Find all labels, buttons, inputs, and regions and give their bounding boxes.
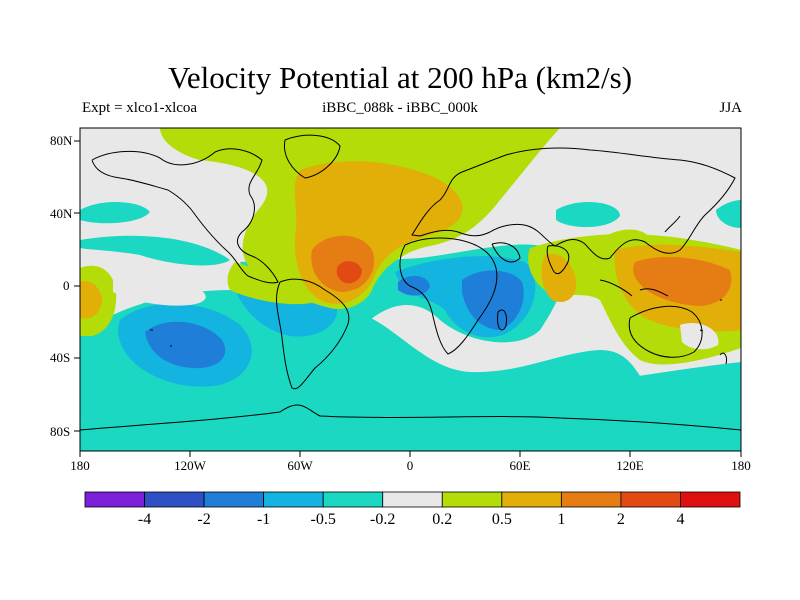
- field-orange-west-pacific: [80, 280, 102, 319]
- colorbar-label: 0.2: [432, 511, 453, 528]
- coastline-north-america: [91, 148, 279, 284]
- coastlines: [80, 134, 741, 431]
- colorbar-label: -1: [256, 511, 271, 528]
- colorbar-label: 1: [557, 511, 566, 528]
- lon-label-120w: 120W: [174, 458, 206, 473]
- velocity-potential-field: [80, 128, 741, 451]
- field-darkblue-gulf-of-guinea: [398, 275, 430, 296]
- field-teal-tropical-pacific: [80, 235, 230, 266]
- field-neutral-australia: [680, 322, 719, 350]
- colorbar-swatch: [84, 491, 145, 508]
- coastline-africa: [399, 237, 498, 355]
- colorbar-swatch: [263, 491, 324, 508]
- lat-label-80n: 80N: [50, 133, 73, 148]
- colorbar-label: -0.2: [370, 511, 396, 528]
- field-red-atlantic-core: [336, 261, 362, 284]
- coastline-eurasia: [411, 147, 736, 260]
- field-darkblue-east-africa: [462, 270, 524, 330]
- coastline-pacific-islands: [150, 299, 722, 347]
- colorbar-swatch: [382, 491, 443, 508]
- field-teal-north-atlantic: [80, 201, 150, 224]
- coastline-antarctica: [80, 404, 741, 431]
- lat-label-40s: 40S: [50, 350, 71, 365]
- colorbar-swatch: [680, 491, 741, 508]
- field-teal-southern-band: [80, 362, 741, 451]
- map-title: Velocity Potential at 200 hPa (km2/s): [167, 60, 633, 95]
- field-darkorange-maritime-continent: [633, 256, 732, 306]
- field-neutral-west-pacific: [113, 268, 206, 306]
- coastline-arabia: [491, 242, 521, 263]
- lat-label-equator: 0: [63, 278, 70, 293]
- coastline-new-zealand: [719, 352, 727, 365]
- colorbar-swatch: [203, 491, 265, 508]
- colorbar-label: 2: [616, 511, 625, 528]
- colorbar-swatch: [620, 491, 681, 508]
- coastline-madagascar: [497, 309, 507, 331]
- lat-label-80s: 80S: [50, 424, 71, 439]
- colorbar-swatch: [144, 491, 205, 508]
- coastline-indonesia-east: [639, 288, 669, 297]
- coastline-greenland: [283, 134, 341, 179]
- colorbar-label: -4: [137, 511, 152, 528]
- field-orange-indian-ocean: [541, 253, 577, 302]
- latitude-ticks: [74, 140, 80, 432]
- lon-label-60w: 60W: [287, 458, 313, 473]
- coastline-india: [546, 245, 570, 275]
- colorbar-swatch: [322, 491, 384, 508]
- lon-label-180e: 180: [731, 458, 751, 473]
- colorbar-swatch: [441, 491, 503, 508]
- experiment-label: Expt = xlco1-xlcoa: [82, 100, 198, 116]
- lat-label-40n: 40N: [50, 206, 73, 221]
- field-teal-north-pacific: [716, 200, 741, 228]
- longitude-ticks: [79, 451, 742, 457]
- field-darkblue-south-pacific: [145, 321, 226, 369]
- colorbar-label: 4: [676, 511, 685, 528]
- colorbar-swatch: [560, 491, 622, 508]
- comparison-label: iBBC_088k - iBBC_000k: [322, 100, 478, 116]
- coastline-indonesia-west: [599, 279, 633, 297]
- coastline-australia: [628, 305, 703, 358]
- field-green-east-asia: [600, 229, 650, 248]
- lon-label-0: 0: [406, 458, 414, 473]
- coastline-japan: [664, 215, 681, 233]
- lon-label-60e: 60E: [509, 458, 531, 473]
- colorbar-label: -0.5: [310, 511, 336, 528]
- colorbar-label: 0.5: [491, 511, 512, 528]
- season-label: JJA: [719, 100, 742, 116]
- field-teal-central-asia: [556, 202, 620, 228]
- coastline-south-america: [276, 278, 350, 390]
- colorbar: [84, 491, 741, 508]
- colorbar-label: -2: [197, 511, 211, 528]
- lon-label-120e: 120E: [616, 458, 644, 473]
- lon-label-180w: 180: [70, 458, 90, 473]
- colorbar-swatch: [501, 491, 562, 508]
